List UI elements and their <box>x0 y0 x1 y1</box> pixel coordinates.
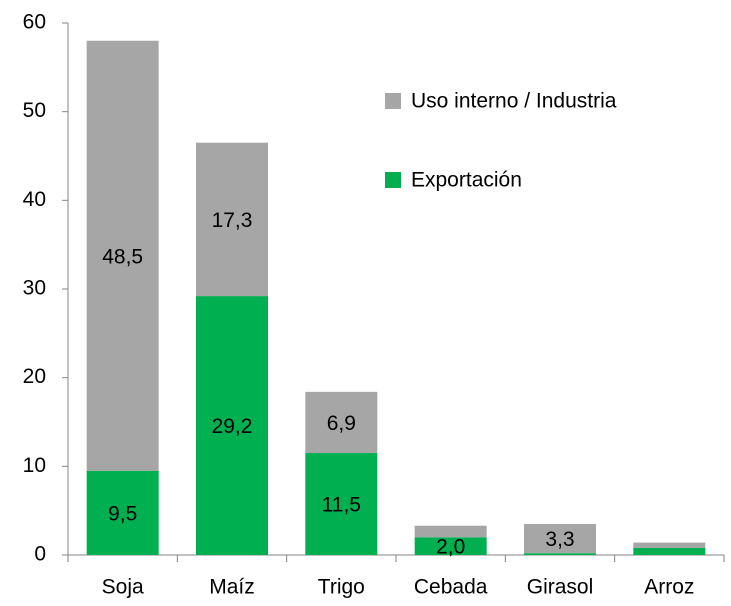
legend-label: Uso interno / Industria <box>411 90 617 113</box>
bar-segment <box>86 470 159 555</box>
data-label: 48,5 <box>102 245 143 268</box>
data-label: 11,5 <box>322 494 361 517</box>
data-label: 2,0 <box>436 536 465 559</box>
data-label: 6,9 <box>327 412 356 435</box>
y-tick-label: 0 <box>34 543 46 566</box>
y-tick-label: 50 <box>23 99 46 122</box>
bar-segment <box>633 542 706 548</box>
x-tick-label: Trigo <box>318 576 365 599</box>
y-tick-label: 30 <box>23 277 46 300</box>
x-tick-label: Girasol <box>527 576 594 599</box>
data-label: 29,2 <box>212 415 253 438</box>
bar-segment <box>86 40 159 471</box>
y-tick-label: 10 <box>23 454 46 477</box>
bar-segment <box>633 547 706 555</box>
bar-segment <box>524 523 596 554</box>
bar-segment <box>196 296 268 555</box>
data-label: 17,3 <box>212 209 253 232</box>
bar-segment <box>196 142 268 297</box>
legend-swatch <box>385 172 401 188</box>
y-tick-label: 60 <box>23 11 46 34</box>
data-label: 9,5 <box>108 502 137 525</box>
data-label: 3,3 <box>545 528 574 551</box>
bar-segment <box>305 453 378 555</box>
bar-segment <box>414 537 487 555</box>
bar-segment <box>524 553 596 555</box>
x-tick-label: Cebada <box>414 576 488 599</box>
y-tick-label: 40 <box>23 188 46 211</box>
legend-swatch <box>385 93 401 109</box>
bar-segment <box>305 391 378 454</box>
x-tick-label: Maíz <box>209 576 255 599</box>
x-tick-label: Soja <box>102 576 144 599</box>
x-tick-label: Arroz <box>644 576 694 599</box>
y-tick-label: 20 <box>23 365 46 388</box>
legend-label: Exportación <box>411 169 522 192</box>
bar-segment <box>414 525 487 538</box>
